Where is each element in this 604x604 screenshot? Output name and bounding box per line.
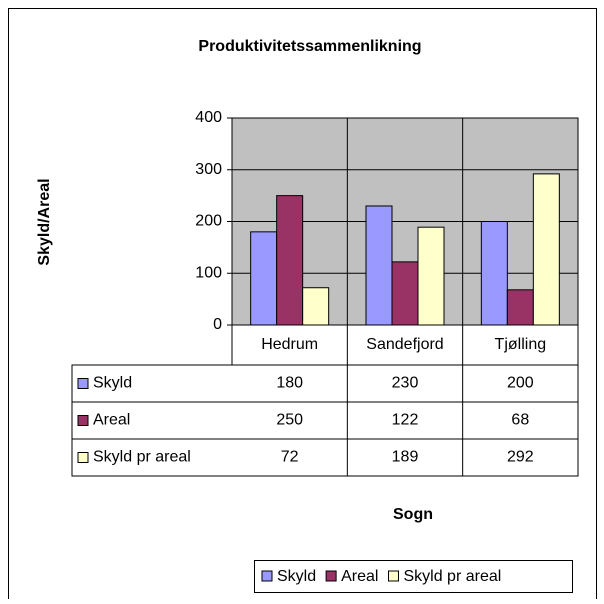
chart-title: Produktivitetssammenlikning xyxy=(198,38,421,55)
bar xyxy=(480,221,508,326)
legend-key xyxy=(387,570,399,582)
y-axis-label: Skyld/Areal xyxy=(36,178,53,265)
legend-key xyxy=(77,415,89,426)
table-row xyxy=(71,438,579,477)
table-value: 68 xyxy=(511,412,529,429)
table-value: 180 xyxy=(276,375,303,392)
bar xyxy=(365,205,393,326)
table-value: 250 xyxy=(276,412,303,429)
table-value: 200 xyxy=(507,375,534,392)
x-tick-label: Sandefjord xyxy=(366,336,443,353)
bar xyxy=(391,261,419,326)
x-tick-label: Tjølling xyxy=(495,336,547,353)
legend-label: Skyld pr areal xyxy=(403,568,501,585)
y-tick-label: 200 xyxy=(195,213,222,230)
y-tick-label: 100 xyxy=(195,264,222,281)
legend-key xyxy=(77,452,89,463)
bar xyxy=(276,195,304,326)
legend-label: Skyld xyxy=(277,568,316,585)
x-axis-label: Sogn xyxy=(393,506,433,523)
bar xyxy=(250,231,278,326)
bar xyxy=(302,287,330,326)
bar xyxy=(532,173,560,326)
table-series-name: Areal xyxy=(93,412,130,429)
x-tick-label: Hedrum xyxy=(261,336,318,353)
legend-key xyxy=(77,378,89,389)
bar xyxy=(417,226,445,326)
table-value: 122 xyxy=(392,412,419,429)
table-value: 189 xyxy=(392,449,419,466)
legend-key xyxy=(325,570,337,582)
legend-label: Areal xyxy=(341,568,378,585)
table-value: 292 xyxy=(507,449,534,466)
table-value: 72 xyxy=(281,449,299,466)
y-tick-label: 0 xyxy=(213,316,222,333)
bar xyxy=(506,289,534,326)
table-series-name: Skyld pr areal xyxy=(93,449,191,466)
y-tick-label: 400 xyxy=(195,109,222,126)
y-tick-label: 300 xyxy=(195,161,222,178)
legend-key xyxy=(261,570,273,582)
table-series-name: Skyld xyxy=(93,375,132,392)
table-value: 230 xyxy=(392,375,419,392)
legend-box xyxy=(254,560,573,593)
